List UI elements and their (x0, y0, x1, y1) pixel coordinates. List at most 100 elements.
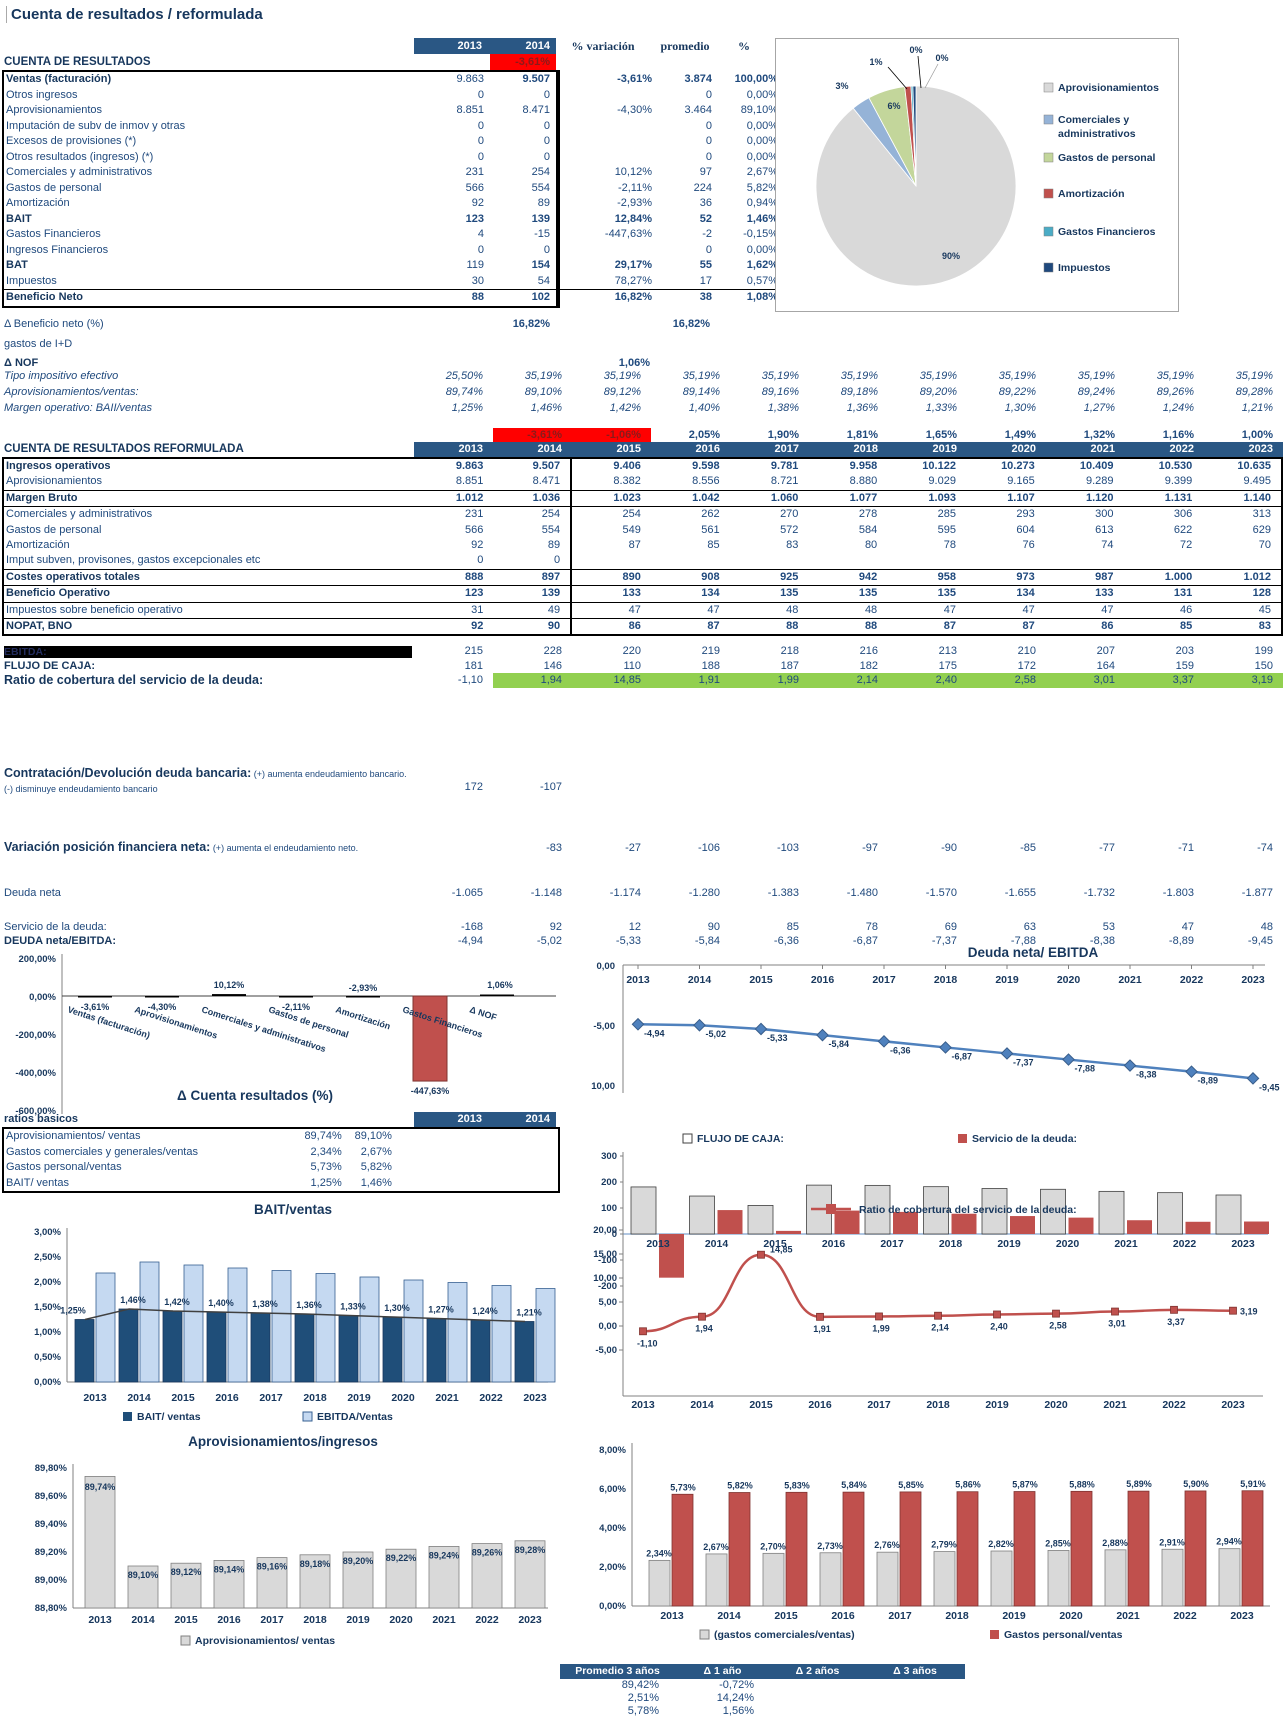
value-cell[interactable]: -4,30% (617, 104, 652, 116)
value-cell[interactable]: 88 (864, 619, 878, 632)
value-cell[interactable]: 1,30% (1004, 402, 1036, 414)
value-cell[interactable]: 9.507 (493, 459, 573, 475)
summary-cell[interactable]: 1,56% (722, 1705, 754, 1717)
row-label-cell[interactable]: Gastos de personal (6, 181, 102, 194)
value-cell[interactable]: -5,84 (694, 935, 720, 947)
row-label-cell[interactable]: Impuestos sobre beneficio operativo (6, 603, 183, 616)
value-cell[interactable] (556, 334, 660, 354)
summary-cell[interactable] (865, 1679, 965, 1692)
value-cell[interactable]: 8.721 (770, 475, 799, 488)
value-cell[interactable]: 254 (622, 508, 641, 521)
growth-cell[interactable]: 1,00% (1241, 429, 1273, 441)
value-cell[interactable] (967, 780, 1046, 795)
value-cell[interactable]: 89 (493, 537, 573, 554)
value-cell[interactable]: 90 (493, 618, 573, 635)
value-cell[interactable]: 35,19% (1235, 370, 1273, 382)
value-cell[interactable]: 3,19 (1204, 673, 1283, 689)
value-cell[interactable]: -97 (862, 842, 878, 854)
value-cell[interactable]: 572 (780, 523, 799, 536)
row-label-cell[interactable]: Aprovisionamientos/ventas: (4, 386, 139, 398)
row-label-cell[interactable]: BAIT/ ventas (6, 1176, 69, 1189)
value-cell[interactable]: 1.077 (849, 491, 878, 504)
value-cell[interactable]: 293 (1016, 508, 1035, 521)
value-cell[interactable]: 35,19% (840, 370, 878, 382)
value-cell[interactable]: 0 (492, 87, 558, 103)
value-cell[interactable]: -1,10 (457, 674, 483, 686)
row-label-cell[interactable]: Gastos personal/ventas (6, 1161, 122, 1173)
value-cell[interactable]: 0 (705, 150, 712, 163)
value-cell[interactable]: 135 (937, 587, 956, 600)
value-cell[interactable]: -1.383 (767, 887, 799, 899)
value-cell[interactable]: 0 (492, 134, 558, 150)
value-cell[interactable]: 89,20% (919, 386, 957, 398)
value-cell[interactable]: 554 (492, 180, 558, 196)
value-cell[interactable]: 0,00% (746, 150, 778, 163)
value-cell[interactable]: 3,01 (1046, 673, 1125, 689)
value-cell[interactable] (558, 150, 662, 166)
value-cell[interactable] (558, 134, 662, 150)
value-cell[interactable]: -1.280 (688, 887, 720, 899)
value-cell[interactable]: 1,94 (493, 673, 572, 689)
value-cell[interactable]: 554 (493, 522, 573, 538)
value-cell[interactable]: 12 (628, 921, 641, 933)
row-label-cell[interactable]: Deuda neta (4, 887, 61, 899)
value-cell[interactable] (887, 553, 966, 568)
row-label-cell[interactable]: Tipo impositivo efectivo (4, 370, 119, 382)
year-header[interactable]: 2023 (1204, 442, 1283, 457)
value-cell[interactable]: 0 (477, 554, 484, 567)
value-cell[interactable]: 139 (492, 211, 558, 227)
year-header[interactable]: 2016 (651, 442, 730, 457)
value-cell[interactable]: 0,00% (746, 119, 778, 132)
value-cell[interactable]: 70 (1258, 538, 1272, 551)
value-cell[interactable]: 1,24% (1162, 402, 1194, 414)
value-cell[interactable]: 53 (1102, 921, 1115, 933)
value-cell[interactable]: 8.880 (849, 475, 878, 488)
value-cell[interactable]: 16,82% (614, 291, 652, 303)
value-cell[interactable] (558, 119, 662, 135)
value-cell[interactable]: 958 (937, 570, 956, 583)
value-cell[interactable]: -74 (1257, 842, 1273, 854)
value-cell[interactable]: 218 (780, 645, 799, 657)
value-cell[interactable]: -77 (1099, 842, 1115, 854)
row-label-cell[interactable]: EBITDA: (2, 644, 414, 659)
value-cell[interactable]: 215 (464, 645, 483, 657)
value-cell[interactable]: 1,46% (360, 1176, 392, 1189)
year-header[interactable]: 2021 (1046, 442, 1125, 457)
summary-header[interactable]: Δ 2 años (770, 1664, 865, 1679)
value-cell[interactable]: 224 (693, 181, 712, 194)
value-cell[interactable]: 973 (1016, 570, 1035, 583)
value-cell[interactable]: 8.851 (456, 104, 484, 116)
row-label-cell[interactable]: Δ NOF (4, 357, 39, 369)
value-cell[interactable]: 0,00% (746, 135, 778, 147)
value-cell[interactable]: 1.093 (928, 491, 956, 504)
value-cell[interactable]: 154 (492, 258, 558, 274)
value-cell[interactable]: 35,19% (998, 370, 1036, 382)
value-cell[interactable]: 313 (1252, 508, 1272, 521)
value-cell[interactable]: 2,40 (888, 673, 967, 689)
value-cell[interactable]: 10.635 (1237, 460, 1272, 472)
value-cell[interactable] (398, 1176, 474, 1192)
summary-header[interactable]: Δ 1 año (675, 1664, 770, 1679)
value-cell[interactable]: 9.399 (1164, 475, 1193, 488)
value-cell[interactable]: 8.556 (692, 475, 720, 488)
value-cell[interactable]: 76 (1022, 538, 1035, 551)
value-cell[interactable]: -2 (702, 228, 712, 240)
summary-cell[interactable] (865, 1705, 965, 1718)
value-cell[interactable]: 47 (943, 603, 956, 616)
value-cell[interactable]: 231 (465, 166, 484, 178)
value-cell[interactable]: -4,94 (457, 935, 483, 947)
value-cell[interactable]: 47 (1181, 921, 1194, 933)
value-cell[interactable]: 85 (786, 921, 799, 933)
value-cell[interactable]: 89,10% (740, 104, 778, 116)
value-cell[interactable]: 92 (471, 619, 484, 632)
value-cell[interactable]: 86 (628, 619, 641, 632)
value-cell[interactable]: 216 (859, 645, 878, 657)
value-cell[interactable]: 17 (699, 274, 712, 287)
row-label-cell[interactable]: FLUJO DE CAJA: (4, 660, 96, 672)
value-cell[interactable]: 0 (705, 88, 712, 101)
value-cell[interactable]: 12,84% (614, 212, 652, 225)
value-cell[interactable]: 89,10% (354, 1130, 392, 1142)
value-cell[interactable]: 199 (1254, 645, 1273, 657)
value-cell[interactable]: 14,85 (572, 673, 651, 689)
row-label-cell[interactable]: BAIT (6, 212, 32, 225)
